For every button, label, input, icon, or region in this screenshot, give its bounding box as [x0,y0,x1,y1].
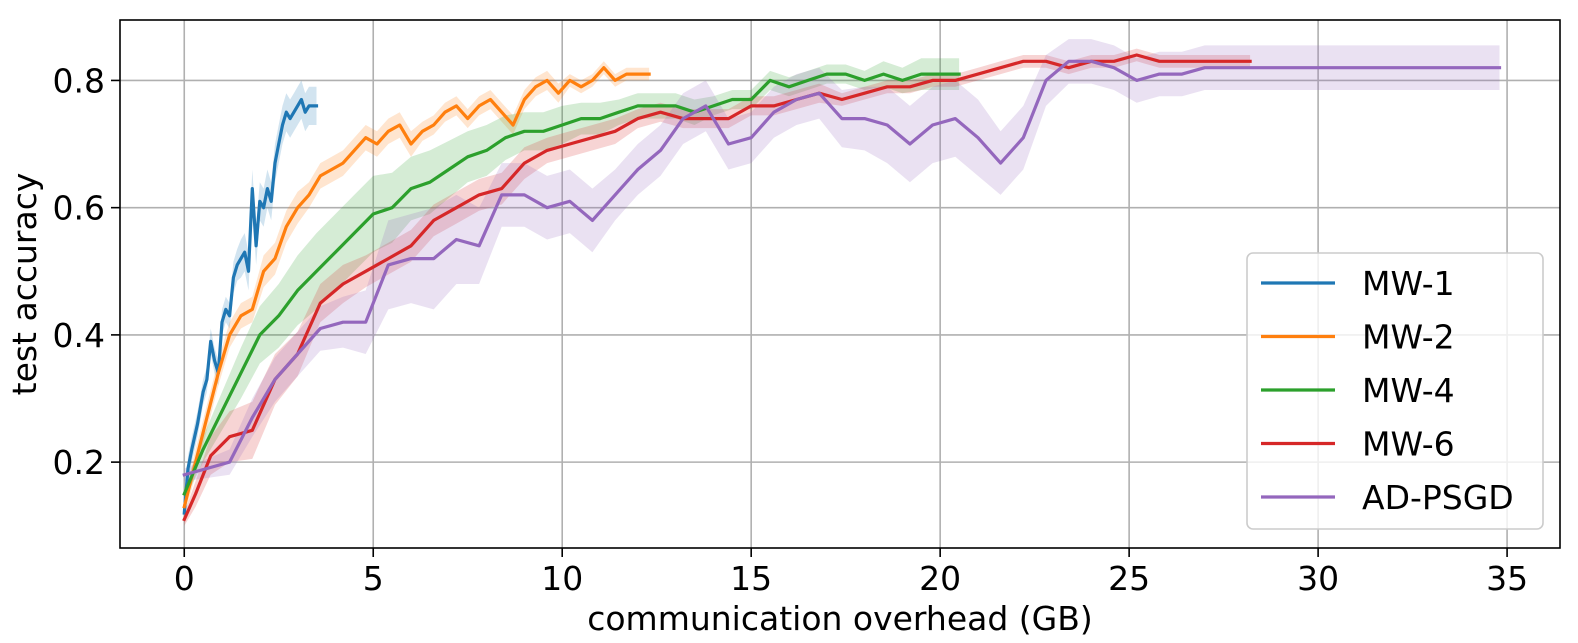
legend-label: MW-6 [1362,425,1455,464]
y-axis-ticks: 0.2 0.4 0.6 0.8 [53,61,120,482]
y-tick-label: 0.2 [53,443,105,482]
x-tick-label: 5 [363,559,384,598]
legend: MW-1 MW-2 MW-4 MW-6 AD-PSGD [1246,252,1544,530]
series-line-1 [182,66,651,509]
x-tick-label: 10 [541,559,583,598]
series-line-4 [182,59,1502,477]
series-line-0 [182,97,319,515]
y-tick-label: 0.4 [53,316,105,355]
x-tick-label: 20 [919,559,961,598]
legend-box [1246,252,1544,530]
legend-label: MW-4 [1362,371,1455,410]
legend-label: MW-2 [1362,318,1455,357]
y-tick-label: 0.6 [53,189,105,228]
x-tick-label: 0 [174,559,195,598]
plot-frame [119,19,1561,549]
y-axis-label: test accuracy [5,173,44,396]
series-band-4 [184,39,1500,482]
legend-label: AD-PSGD [1362,478,1514,517]
x-axis-label: communication overhead (GB) [587,599,1093,638]
series-lines [182,53,1502,522]
series-line-2 [182,72,961,496]
legend-label: MW-1 [1362,264,1455,303]
x-tick-label: 25 [1108,559,1150,598]
error-bands [184,39,1500,526]
x-axis-ticks: 0 5 10 15 20 25 30 35 [174,548,1528,598]
series-line-3 [182,53,1252,522]
y-tick-label: 0.8 [53,61,105,100]
x-tick-label: 35 [1486,559,1528,598]
series-band-2 [184,58,960,501]
series-band-0 [184,80,317,523]
x-tick-label: 15 [730,559,772,598]
x-tick-label: 30 [1297,559,1339,598]
